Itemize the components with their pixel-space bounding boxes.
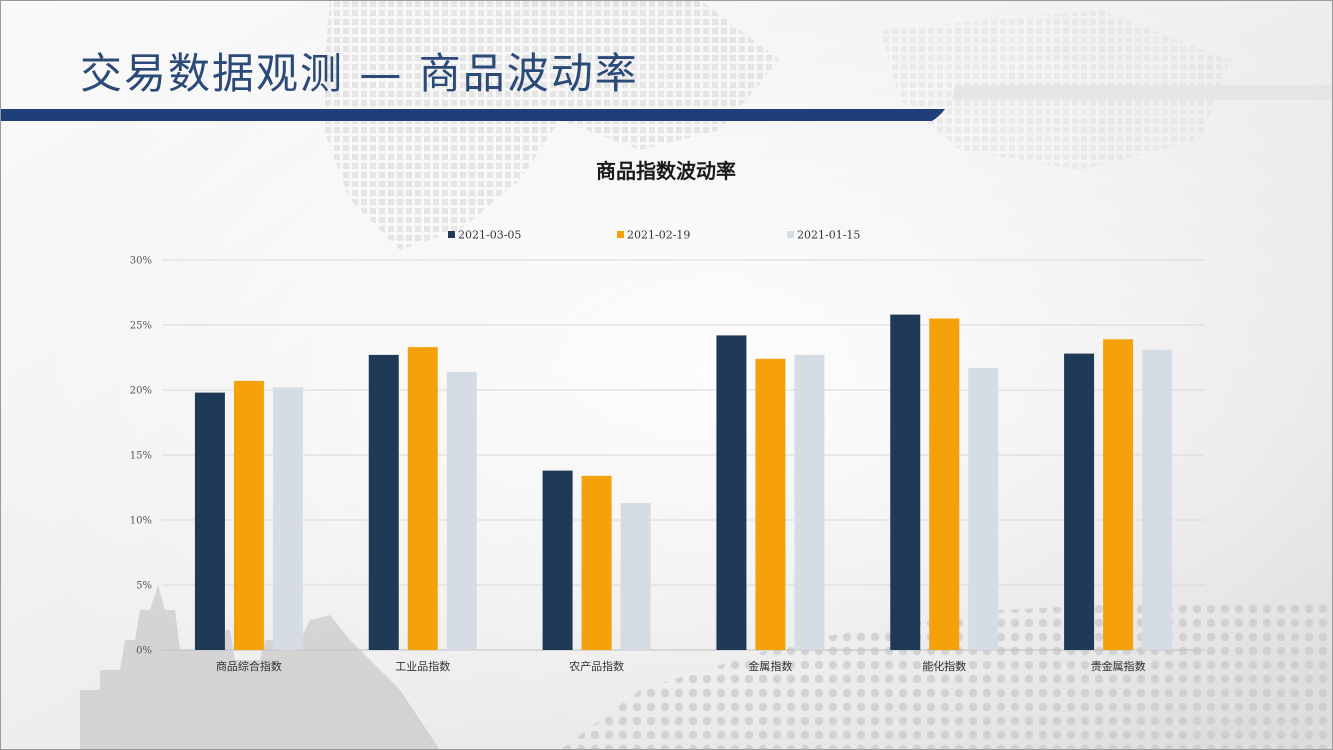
bar (890, 314, 921, 650)
y-tick-label: 20% (130, 386, 152, 397)
bar (620, 503, 651, 650)
x-axis-categories: 商品综合指数 工业品指数 农产品指数 金属指数 能化指数 贵金属指数 (216, 659, 1146, 673)
bar (716, 335, 747, 650)
bar (446, 371, 477, 650)
bar (929, 318, 960, 650)
bar (968, 367, 999, 650)
title-underline-bar-light (952, 85, 1333, 100)
legend-swatch (448, 231, 455, 238)
bar (755, 358, 786, 650)
title-underline-bar (0, 109, 945, 121)
y-tick-label: 15% (130, 451, 152, 462)
x-category-label: 金属指数 (748, 659, 792, 673)
y-tick-label: 30% (130, 256, 152, 267)
y-tick-label: 5% (136, 581, 152, 592)
y-tick-label: 0% (136, 646, 152, 657)
x-category-label: 农产品指数 (569, 659, 624, 673)
legend-label: 2021-03-05 (458, 229, 521, 242)
x-category-label: 商品综合指数 (216, 659, 282, 673)
bar (233, 380, 264, 650)
chart-bars (194, 314, 1173, 650)
y-tick-label: 25% (130, 321, 152, 332)
chart-title: 商品指数波动率 (596, 159, 736, 183)
legend-swatch (787, 231, 794, 238)
legend-label: 2021-01-15 (797, 229, 860, 242)
dots-floor-decoration (560, 600, 1333, 750)
bar (1064, 353, 1095, 650)
map-dots-decoration (320, 0, 780, 250)
bar (542, 470, 573, 650)
bar (794, 354, 825, 650)
y-axis-ticks: 0% 5% 10% 15% 20% 25% 30% (130, 256, 152, 657)
bar (1142, 349, 1173, 650)
legend-swatch (617, 231, 624, 238)
city-skyline-decoration (80, 585, 440, 750)
bar (272, 387, 303, 650)
x-category-label: 工业品指数 (395, 659, 450, 673)
slide-title: 交易数据观测 — 商品波动率 (80, 49, 639, 98)
bar (407, 347, 438, 650)
bar (1103, 339, 1134, 650)
bar (368, 354, 399, 650)
x-category-label: 贵金属指数 (1091, 659, 1146, 673)
bar (581, 475, 612, 650)
chart-legend: 2021-03-05 2021-02-19 2021-01-15 (448, 229, 860, 242)
bar (194, 392, 225, 650)
chart-gridlines (162, 259, 1205, 651)
x-category-label: 能化指数 (922, 659, 966, 673)
legend-label: 2021-02-19 (627, 229, 690, 242)
y-tick-label: 10% (130, 516, 152, 527)
